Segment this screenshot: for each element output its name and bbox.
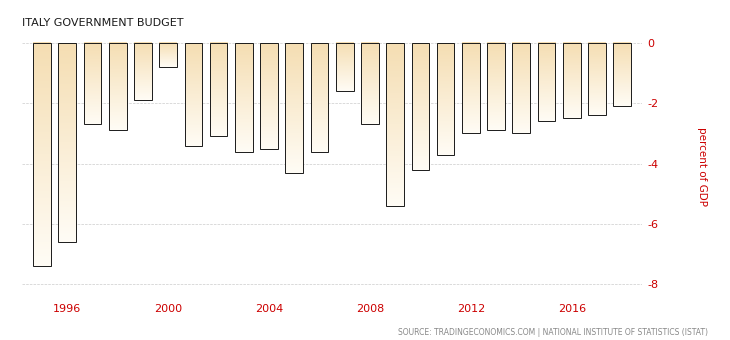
Bar: [336, 43, 353, 91]
Bar: [488, 43, 505, 131]
Bar: [437, 43, 455, 155]
Bar: [58, 43, 76, 242]
Y-axis label: percent of GDP: percent of GDP: [697, 127, 707, 206]
Bar: [185, 43, 202, 146]
Bar: [261, 43, 278, 149]
Bar: [109, 43, 126, 131]
Bar: [386, 43, 404, 206]
Bar: [563, 43, 580, 118]
Bar: [159, 43, 177, 67]
Bar: [285, 43, 303, 173]
Bar: [134, 43, 152, 100]
Bar: [538, 43, 556, 121]
Bar: [412, 43, 429, 170]
Bar: [210, 43, 228, 136]
Bar: [512, 43, 530, 134]
Bar: [361, 43, 379, 124]
Text: SOURCE: TRADINGECONOMICS.COM | NATIONAL INSTITUTE OF STATISTICS (ISTAT): SOURCE: TRADINGECONOMICS.COM | NATIONAL …: [398, 328, 708, 337]
Text: ITALY GOVERNMENT BUDGET: ITALY GOVERNMENT BUDGET: [22, 18, 183, 28]
Bar: [235, 43, 253, 152]
Bar: [34, 43, 51, 266]
Bar: [588, 43, 606, 115]
Bar: [84, 43, 101, 124]
Bar: [462, 43, 480, 134]
Bar: [613, 43, 631, 106]
Bar: [311, 43, 329, 152]
